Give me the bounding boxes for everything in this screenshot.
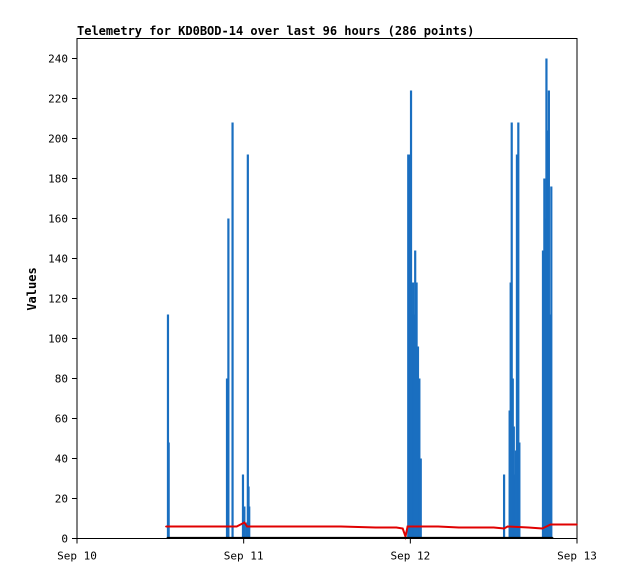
series-2 (166, 536, 554, 539)
y-tick-label: 160 (48, 213, 68, 226)
data-point (374, 526, 377, 529)
y-tick-label: 220 (48, 93, 68, 106)
y-tick-label: 60 (55, 413, 68, 426)
data-point (166, 537, 169, 539)
data-point (243, 521, 246, 524)
y-tick-label: 180 (48, 173, 68, 186)
y-tick-label: 40 (55, 453, 68, 466)
x-tick-label: Sep 12 (390, 550, 430, 563)
series-1 (165, 521, 578, 541)
y-tick-label: 120 (48, 293, 68, 306)
chart-title: Telemetry for KD0BOD-14 over last 96 hou… (77, 24, 474, 38)
x-tick-label: Sep 11 (224, 550, 264, 563)
y-axis-ticks: 0 20 40 60 80 100 120 140 160 180 200 220 240 (48, 53, 77, 546)
data-point (527, 526, 530, 529)
data-point (395, 526, 398, 529)
data-point (215, 525, 217, 528)
data-point (165, 525, 167, 528)
data-point (406, 525, 409, 528)
y-tick-label: 80 (55, 373, 68, 386)
data-point (576, 523, 578, 526)
y-tick-label: 200 (48, 133, 68, 146)
series-layer (165, 58, 578, 541)
data-point (284, 525, 287, 528)
data-point (506, 525, 509, 528)
y-tick-label: 20 (55, 493, 68, 506)
data-point (437, 525, 439, 528)
y-axis-label: Values (25, 267, 39, 310)
data-point (246, 525, 248, 528)
y-tick-label: 140 (48, 253, 68, 266)
x-tick-label: Sep 10 (57, 550, 97, 563)
data-point (549, 523, 552, 526)
y-tick-label: 100 (48, 333, 68, 346)
data-point (401, 527, 404, 530)
y-tick-label: 240 (48, 53, 68, 66)
data-point (340, 525, 342, 528)
y-tick-label: 0 (61, 533, 68, 546)
series-0 (166, 58, 553, 539)
data-point (503, 527, 505, 530)
data-point (492, 526, 495, 529)
data-point (551, 537, 554, 539)
x-axis-ticks: Sep 10 Sep 11 Sep 12 Sep 13 (57, 538, 597, 563)
plot-frame (76, 38, 578, 539)
data-point (458, 526, 460, 529)
data-point (541, 527, 544, 530)
data-point (235, 525, 238, 528)
x-tick-label: Sep 13 (557, 550, 597, 563)
